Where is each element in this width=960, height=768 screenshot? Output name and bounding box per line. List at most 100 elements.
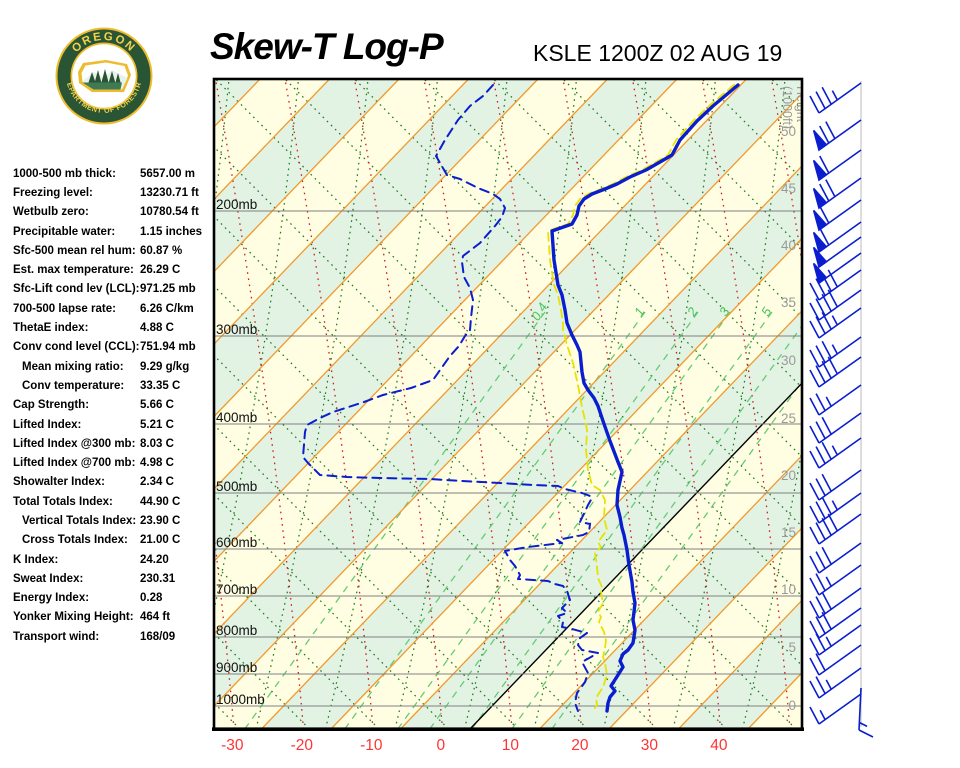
wind-barb [809,336,862,368]
height-label: 30 [781,353,796,368]
wind-barb [809,513,862,545]
wind-barb [812,177,862,210]
height-label: 10 [781,582,796,597]
wind-barb [809,667,862,699]
wind-barb [809,269,862,301]
wind-barb [812,236,862,269]
dry-adiabat-line [423,79,802,458]
adiabat-curve [672,79,786,729]
stat-label: 1000-500 mb thick: [13,167,116,180]
adiabat-curve [394,79,508,729]
stat-row: Lifted Index: 5.21 C [13,415,213,434]
pressure-label: 800mb [216,623,257,638]
stat-row: 700-500 lapse rate: 6.26 C/km [13,299,213,318]
isotherm-line [214,92,802,708]
wind-barb [812,199,862,232]
stat-label: Yonker Mixing Height: [13,611,134,624]
stat-value: 24.20 [140,553,169,566]
dry-adiabat-line [562,79,802,319]
sounding-stats-panel: 1000-500 mb thick: 5657.00 m Freezing leve… [13,164,213,646]
pressure-label: 1000mb [216,692,265,707]
stat-value: 5657.00 m [140,167,195,180]
adiabat-curve [255,79,369,729]
height-label: 35 [781,295,796,310]
wind-barb [809,607,862,639]
moist-adiabat-line [7,79,95,729]
dry-adiabat-line [214,285,658,729]
station-datetime: KSLE 1200Z 02 AUG 19 [533,40,783,66]
stat-label: Lifted Index: [13,418,82,431]
stat-label: Est. max temperature: [13,264,134,277]
temperature-profile [550,83,740,713]
wind-barb [809,412,862,444]
isotherm-line [818,79,960,729]
dry-adiabat-line [214,215,727,729]
stat-value: 6.26 C/km [140,302,194,315]
wind-barb [812,221,862,254]
dry-adiabat-line [632,79,802,250]
pressure-label: 200mb [216,197,257,212]
isotherm-line [214,79,469,346]
stat-row: Sfc-Lift cond lev (LCL): 971.25 mb [13,280,213,299]
height-label: 5 [788,640,796,655]
stat-row: Conv temperature: 33.35 C [13,376,213,395]
wind-barb [809,289,862,321]
height-label: 40 [781,238,796,253]
stat-value: 60.87 % [140,244,183,257]
stat-value: 4.98 C [140,457,174,470]
stat-row: Conv cond level (CCL): 751.94 mb [13,338,213,357]
stat-row: Total Totals Index: 44.90 C [13,492,213,511]
dry-adiabat-line [214,702,241,729]
wind-barb [809,693,862,725]
stat-value: 21.00 C [140,534,181,547]
stat-value: 464 ft [140,611,171,624]
stat-label: Cross Totals Index: [22,534,128,547]
page-title: Skew-T Log-P [210,26,444,67]
stat-value: 2.34 C [140,476,174,489]
height-label: 25 [781,411,796,426]
dry-adiabat-line [354,79,802,528]
stat-label: Sfc-500 mean rel hum: [13,244,136,257]
height-label: 0 [788,698,796,713]
wind-barb [809,564,862,596]
wind-barb [812,252,862,285]
pressure-label: 900mb [216,660,257,675]
isotherm-line [214,79,400,273]
wind-barb [858,687,874,738]
stat-row: 1000-500 mb thick: 5657.00 m [13,164,213,183]
stat-value: 8.03 C [140,437,174,450]
stat-label: Lifted Index @700 mb: [13,457,136,470]
stat-value: 33.35 C [140,379,181,392]
isotherm-line [678,599,802,729]
pressure-label: 500mb [216,479,257,494]
dry-adiabat-line [214,354,588,729]
stat-label: Energy Index: [13,592,90,605]
stat-label: Sweat Index: [13,572,84,585]
wind-barb [812,149,862,182]
stat-row: Showalter Index: 2.34 C [13,473,213,492]
height-axis-title: Height [794,86,808,123]
stat-label: 700-500 lapse rate: [13,302,116,315]
stat-value: 5.66 C [140,399,174,412]
stat-row: Est. max temperature: 26.29 C [13,260,213,279]
pressure-label: 300mb [216,322,257,337]
stat-label: Cap Strength: [13,399,90,412]
isotherm-line [214,79,678,563]
wind-barb [809,644,862,676]
isotherm-line [214,79,539,418]
adiabat-curve [214,79,230,215]
isotherm-line [261,165,802,729]
stat-label: Total Totals Index: [13,495,113,508]
wind-barb [809,469,862,501]
isotherm-line [539,454,802,729]
stat-row: Sweat Index: 230.31 [13,569,213,588]
temp-tick-label: -30 [221,737,244,754]
temp-tick-label: 20 [571,737,589,754]
stat-label: Transport wind: [13,630,100,643]
dry-adiabat-line [284,79,802,597]
stat-value: 751.94 mb [140,341,196,354]
stat-row: Yonker Mixing Height: 464 ft [13,608,213,627]
isotherm-line [330,237,802,729]
temp-tick-label: -20 [291,737,314,754]
